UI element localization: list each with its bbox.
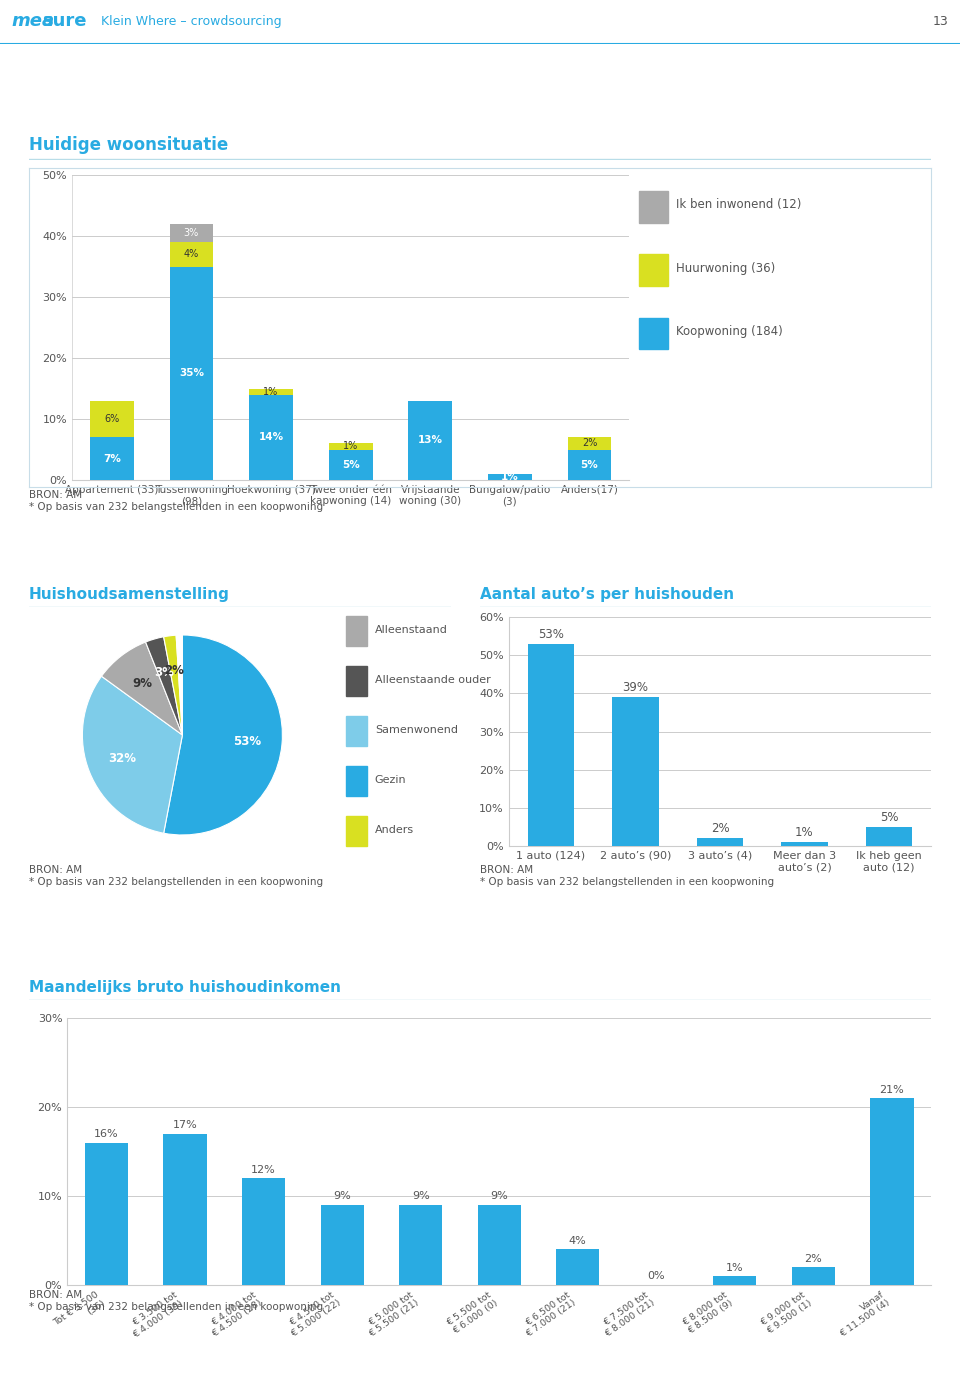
Text: 3%: 3%	[183, 228, 199, 237]
Text: 53%: 53%	[233, 735, 261, 747]
Text: 2%: 2%	[710, 823, 730, 835]
Bar	[346, 616, 367, 647]
Text: 13%: 13%	[418, 436, 443, 446]
Text: BRON: AM
* Op basis van 232 belangstellenden in een koopwoning: BRON: AM * Op basis van 232 belangstelle…	[480, 865, 774, 887]
Text: 3%: 3%	[155, 666, 174, 679]
Wedge shape	[163, 636, 282, 835]
Bar	[713, 1275, 756, 1285]
Bar	[328, 443, 372, 450]
Text: 14%: 14%	[258, 432, 283, 443]
Bar	[866, 827, 912, 847]
Text: 5%: 5%	[581, 460, 598, 469]
Text: 4%: 4%	[569, 1236, 587, 1246]
Wedge shape	[83, 676, 182, 833]
Text: 2%: 2%	[582, 439, 597, 448]
Text: BRON: AM
* Op basis van 232 belangstellenden in een koopwoning: BRON: AM * Op basis van 232 belangstelle…	[29, 490, 323, 511]
Bar	[488, 474, 532, 481]
Text: 7%: 7%	[103, 454, 121, 464]
Text: 1%: 1%	[726, 1263, 744, 1273]
Text: 4%: 4%	[183, 249, 199, 260]
Text: Ik ben inwonend (12): Ik ben inwonend (12)	[677, 198, 802, 211]
Bar	[792, 1267, 835, 1285]
Bar	[250, 394, 293, 481]
Bar	[250, 388, 293, 394]
Text: Maandelijks bruto huishoudinkomen: Maandelijks bruto huishoudinkomen	[29, 981, 341, 995]
Text: Huishoudsamenstelling: Huishoudsamenstelling	[29, 587, 229, 602]
Bar	[639, 191, 667, 222]
Text: 1%: 1%	[501, 472, 518, 482]
Bar	[170, 242, 213, 267]
Text: Koopwoning (184): Koopwoning (184)	[677, 326, 783, 338]
Text: Aantal auto’s per huishouden: Aantal auto’s per huishouden	[480, 587, 734, 602]
Bar	[399, 1204, 443, 1285]
Text: Alleenstaand: Alleenstaand	[374, 624, 447, 636]
Text: Klein Where – crowdsourcing: Klein Where – crowdsourcing	[101, 14, 281, 28]
Text: 32%: 32%	[108, 753, 136, 766]
Text: 5%: 5%	[879, 810, 899, 824]
Bar	[639, 317, 667, 349]
Wedge shape	[146, 637, 182, 735]
Wedge shape	[176, 636, 182, 735]
Text: Samenwonend: Samenwonend	[374, 725, 458, 735]
Text: 13: 13	[933, 14, 948, 28]
Text: sure: sure	[42, 13, 86, 31]
Text: 1%: 1%	[343, 441, 358, 451]
Text: 0%: 0%	[647, 1271, 665, 1281]
Bar	[346, 816, 367, 847]
Bar	[242, 1178, 285, 1285]
Text: 9%: 9%	[491, 1192, 508, 1201]
Text: Huidige woonsituatie: Huidige woonsituatie	[29, 136, 228, 154]
Text: Gezin: Gezin	[374, 775, 406, 785]
Bar	[321, 1204, 364, 1285]
Text: Huurwoning (36): Huurwoning (36)	[677, 261, 776, 275]
Bar	[567, 450, 612, 481]
Wedge shape	[102, 643, 182, 735]
Bar	[346, 766, 367, 796]
Text: BRON: AM
* Op basis van 232 belangstellenden in een koopwoning: BRON: AM * Op basis van 232 belangstelle…	[29, 1289, 323, 1312]
Bar	[697, 838, 743, 847]
Text: Anders: Anders	[374, 826, 414, 835]
Text: mea: mea	[12, 13, 55, 31]
Bar	[163, 1134, 206, 1285]
Bar	[170, 267, 213, 481]
Text: 17%: 17%	[173, 1120, 198, 1130]
Bar	[90, 437, 133, 481]
Bar	[346, 666, 367, 696]
Text: 16%: 16%	[94, 1129, 119, 1139]
Bar	[408, 401, 452, 481]
Bar	[477, 1204, 520, 1285]
Text: 6%: 6%	[105, 414, 119, 425]
Text: BRON: AM
* Op basis van 232 belangstellenden in een koopwoning: BRON: AM * Op basis van 232 belangstelle…	[29, 865, 323, 887]
Bar	[84, 1143, 128, 1285]
Bar	[612, 697, 659, 847]
Text: 9%: 9%	[412, 1192, 429, 1201]
Bar	[528, 644, 574, 847]
Text: 2%: 2%	[164, 664, 184, 678]
Text: 1%: 1%	[263, 387, 278, 397]
Bar	[346, 717, 367, 746]
Text: 35%: 35%	[179, 369, 204, 379]
Bar	[567, 437, 612, 450]
Bar	[90, 401, 133, 437]
Text: 1%: 1%	[795, 826, 814, 840]
Bar	[781, 842, 828, 847]
Text: Alleenstaande ouder: Alleenstaande ouder	[374, 675, 491, 685]
Bar	[639, 254, 667, 286]
Text: 39%: 39%	[622, 682, 649, 694]
Text: 5%: 5%	[342, 460, 359, 469]
Text: 9%: 9%	[132, 678, 153, 690]
Text: 53%: 53%	[539, 627, 564, 641]
Bar	[556, 1249, 599, 1285]
Bar	[328, 450, 372, 481]
Text: 12%: 12%	[252, 1165, 276, 1175]
Text: 9%: 9%	[333, 1192, 351, 1201]
Text: 21%: 21%	[879, 1084, 904, 1094]
Bar	[871, 1098, 914, 1285]
Bar	[170, 224, 213, 242]
Text: 2%: 2%	[804, 1253, 823, 1264]
Wedge shape	[163, 636, 182, 735]
